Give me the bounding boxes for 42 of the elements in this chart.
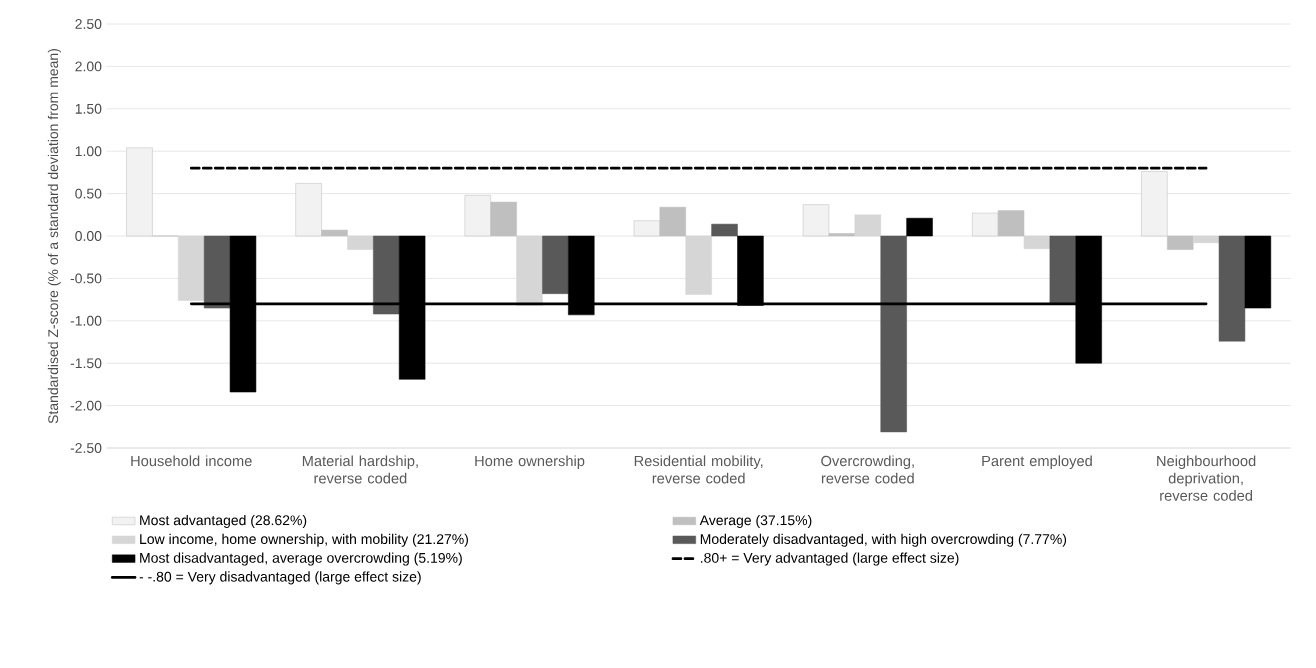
y-tick-label: -2.00 (70, 400, 102, 411)
legend-label: Low income, home ownership, with mobility (21.27%) (140, 533, 469, 547)
bar (906, 217, 933, 237)
bar (178, 235, 205, 301)
legend-label: .80+ = Very advantaged (large effect size) (700, 552, 959, 566)
bar (854, 214, 882, 237)
legend-label: - -.80 = Very disadvantaged (large effect size) (139, 571, 421, 585)
y-tick-label: 2.00 (75, 61, 102, 72)
x-tick-label: Home ownership (475, 455, 585, 470)
y-tick-label: -0.50 (70, 273, 102, 284)
bar (1244, 235, 1272, 309)
bar (711, 223, 738, 237)
x-tick-label: Overcrowding, reverse coded (821, 455, 914, 484)
y-axis-title: Standardised Z-score (% of a standard deviation from mean) (47, 49, 61, 424)
legend-label: Average (37.15%) (699, 514, 812, 528)
y-tick-label: 1.50 (75, 103, 102, 114)
x-tick-label: Material hardship, reverse coded (302, 455, 418, 484)
y-tick-label: 0.00 (75, 231, 102, 241)
y-tick-label: -2.50 (70, 443, 102, 453)
bar (1049, 235, 1077, 304)
bar (373, 235, 400, 315)
x-tick-label: Residential mobility, reverse coded (634, 455, 763, 484)
x-tick-label: Household income (131, 455, 252, 467)
bar (1192, 235, 1220, 244)
legend-label: Moderately disadvantaged, with high overcrowding (7.77%) (700, 533, 1067, 547)
bar (1218, 235, 1246, 342)
y-tick-label: 0.50 (75, 188, 102, 199)
bar (880, 235, 907, 433)
y-tick-label: 1.00 (75, 146, 102, 157)
legend-label: Most advantaged (28.62%) (140, 514, 307, 528)
x-tick-label: Neighbourhood deprivation, reverse coded (1157, 455, 1256, 501)
bar (1023, 235, 1051, 249)
y-tick-label: -1.50 (70, 358, 102, 369)
bar (685, 235, 712, 295)
bar (203, 235, 231, 309)
bar (347, 235, 374, 250)
bar (542, 235, 569, 294)
y-tick-label: -1.00 (70, 315, 102, 326)
legend-label: Most disadvantaged, average overcrowding (5.19%) (140, 552, 462, 566)
y-tick-label: 2.50 (75, 19, 102, 29)
bar (516, 235, 543, 306)
x-tick-label: Parent employed (982, 455, 1092, 470)
